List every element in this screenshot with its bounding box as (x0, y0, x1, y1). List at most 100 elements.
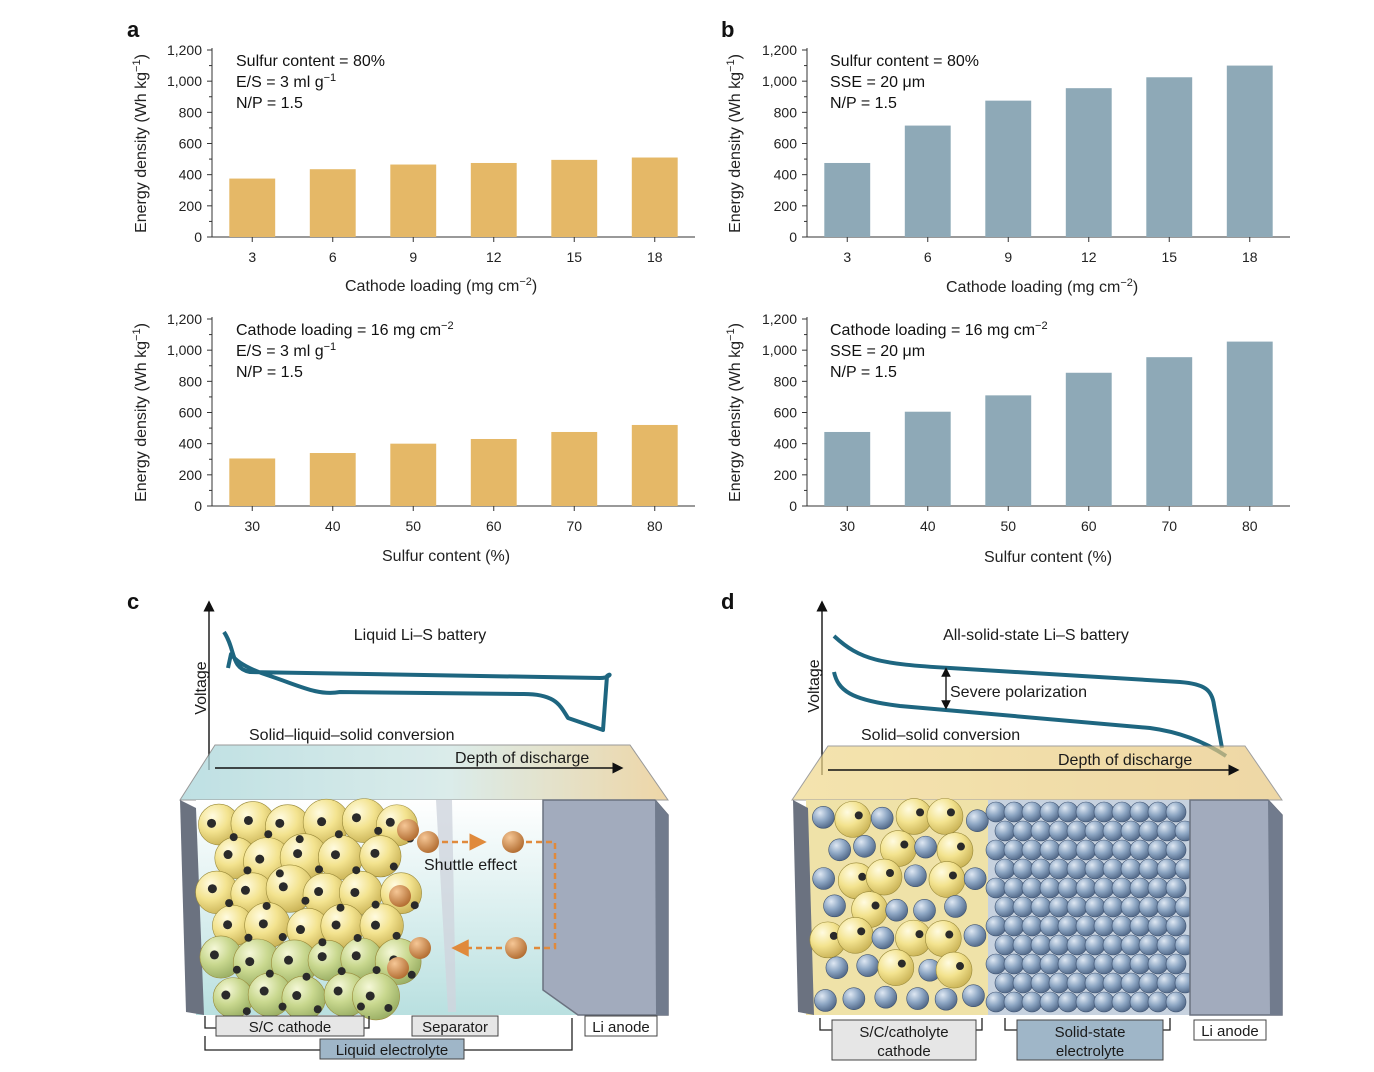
electrolyte-particle (963, 924, 987, 947)
anode-edge-c (655, 800, 668, 1015)
carbon-particle (244, 933, 253, 942)
sulfur-particle (865, 858, 903, 896)
carbon-particle (336, 903, 345, 912)
sulfur-particle (836, 917, 874, 954)
chart-a-cathode-loading: 0 200 400 600 800 1,000 1,200 3 6 9 12 15 18 Cathode … (131, 42, 695, 295)
electrolyte-particle (1021, 877, 1043, 899)
y-tick-label: 800 (774, 104, 798, 120)
carbon-particle (245, 957, 255, 967)
electrolyte-particle (1021, 915, 1043, 937)
sulfur-particle (352, 972, 400, 1021)
electrolyte-particle (1057, 877, 1079, 899)
anode-edge-d (1268, 800, 1282, 1015)
electrolyte-label-box-d (1016, 1019, 1164, 1061)
electrolyte-particle (1066, 972, 1088, 994)
x-tick-label: 60 (486, 518, 502, 534)
electrolyte-particle (985, 839, 1007, 861)
x-axis-label: Sulfur content (%) (382, 548, 510, 565)
x-axis-label: Cathode loading (mg cm−2) (946, 277, 1138, 296)
electrolyte-particle (1057, 991, 1079, 1013)
electrolyte-particle (874, 985, 898, 1009)
y-axis-label: Energy density (Wh kg−1) (725, 54, 744, 233)
electrolyte-particle (1039, 953, 1061, 975)
electrolyte-particle (1048, 934, 1070, 956)
carbon-particle (209, 950, 219, 960)
electrolyte-particle (1048, 896, 1070, 918)
x-tick-label: 80 (647, 518, 663, 534)
carbon-particle (262, 901, 271, 910)
carbon-particle (370, 848, 380, 858)
carbon-particle (302, 972, 311, 981)
bar (631, 424, 678, 506)
electrolyte-particle (1120, 934, 1142, 956)
x-tick-label: 18 (647, 249, 663, 265)
anode-c (542, 799, 669, 1016)
carbon-particle (916, 808, 925, 817)
y-axis-label: Energy density (Wh kg−1) (131, 323, 150, 502)
electrolyte-particle (1066, 858, 1088, 880)
polysulfide-particle (417, 831, 439, 853)
bar (470, 438, 517, 506)
electrolyte-particle (1084, 934, 1106, 956)
electrolyte-particle (1084, 858, 1106, 880)
panel-letter-b: b (721, 17, 734, 42)
electrolyte-particle (985, 801, 1007, 823)
y-tick-label: 1,200 (167, 311, 202, 327)
polysulfide-particle (409, 937, 431, 959)
shuttle-effect: Shuttle effect (387, 819, 557, 979)
y-tick-label: 400 (179, 436, 203, 452)
electrolyte-particle (1111, 953, 1133, 975)
electrolyte-particle (1147, 953, 1169, 975)
electrolyte-particle (1003, 915, 1025, 937)
x-tick-label: 9 (1004, 249, 1012, 265)
shuttle-loop (526, 840, 557, 950)
annotation: Sulfur content = 80% (830, 53, 979, 70)
electrolyte-particle (1138, 934, 1160, 956)
annotation: Cathode loading = 16 mg cm−2 (830, 320, 1048, 339)
x-tick-label: 50 (405, 518, 421, 534)
y-tick-label: 800 (179, 104, 203, 120)
left-wall-c (180, 800, 204, 1015)
bar (1146, 357, 1193, 506)
carbon-particle (350, 887, 360, 897)
electrolyte-particle (1093, 839, 1115, 861)
carbon-particle (243, 866, 252, 875)
carbon-particle (317, 817, 327, 827)
electrolyte-particle (1120, 858, 1142, 880)
polarization-label: Severe polarization (950, 684, 1087, 701)
carbon-particle (314, 887, 324, 897)
panel-letter-c: c (127, 589, 139, 614)
electrolyte-particle (1003, 839, 1025, 861)
carbon-particle (301, 896, 310, 905)
polysulfide-particle (502, 831, 524, 853)
y-tick-label: 600 (774, 405, 798, 421)
electrolyte-particle (885, 898, 908, 922)
electrolyte-particle (994, 896, 1016, 918)
carbon-particle (292, 991, 302, 1001)
electrolyte-particle (1048, 858, 1070, 880)
electrolyte-particle (1165, 915, 1187, 937)
y-tick-label: 600 (179, 136, 203, 152)
sulfur-particle (834, 801, 872, 838)
x-tick-label: 40 (325, 518, 341, 534)
carbon-particle (229, 833, 238, 842)
y-tick-label: 400 (179, 167, 203, 183)
carbon-particle (223, 850, 233, 860)
carbon-particle (948, 871, 957, 880)
carbon-particle (337, 967, 346, 976)
carbon-particle (295, 835, 304, 844)
bar (824, 431, 871, 506)
x-tick-label: 15 (1161, 249, 1177, 265)
electrolyte-particle (1057, 915, 1079, 937)
carbon-particle (330, 850, 340, 860)
separator-c (436, 800, 456, 1012)
carbon-particle (225, 899, 234, 908)
carbon-particle (384, 1003, 393, 1012)
title-c: Liquid Li–S battery (354, 627, 487, 644)
electrolyte-label-d-line2: electrolyte (1056, 1043, 1124, 1060)
electrolyte-particle (1102, 858, 1124, 880)
carbon-particle (352, 866, 361, 875)
electrolyte-particle (1138, 820, 1160, 842)
electrolyte-particle (1030, 858, 1052, 880)
electrolyte-particle (1165, 801, 1187, 823)
